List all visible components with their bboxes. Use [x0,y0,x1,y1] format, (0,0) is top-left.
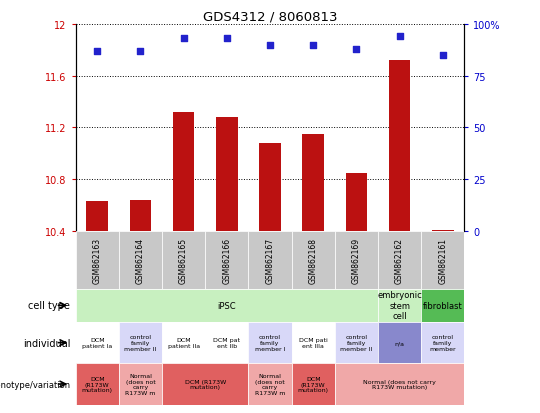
Bar [248,231,292,289]
Bar [259,144,281,231]
Text: DCM pat
ent IIb: DCM pat ent IIb [213,337,240,348]
Bar [216,118,238,231]
Text: GSM862165: GSM862165 [179,237,188,283]
Bar [421,322,464,363]
Bar [421,289,464,322]
Text: DCM
(R173W
mutation): DCM (R173W mutation) [298,376,329,392]
Bar [76,289,378,322]
Bar [378,231,421,289]
Text: DCM (R173W
mutation): DCM (R173W mutation) [185,379,226,389]
Text: GSM862162: GSM862162 [395,237,404,283]
Bar [335,322,378,363]
Text: genotype/variation: genotype/variation [0,380,70,389]
Bar [378,322,421,363]
Bar [119,231,162,289]
Bar [248,322,292,363]
Text: n/a: n/a [395,340,404,345]
Point [266,42,274,49]
Bar [130,200,151,231]
Text: DCM
patient IIa: DCM patient IIa [167,337,200,348]
Bar [335,231,378,289]
Text: GSM862164: GSM862164 [136,237,145,283]
Text: GSM862163: GSM862163 [93,237,102,283]
Text: GSM862161: GSM862161 [438,237,447,283]
Bar [302,135,324,231]
Bar [162,363,248,405]
Bar [421,231,464,289]
Point [438,52,447,59]
Bar [248,363,292,405]
Title: GDS4312 / 8060813: GDS4312 / 8060813 [202,11,338,24]
Bar [119,322,162,363]
Text: individual: individual [23,338,70,348]
Bar [119,363,162,405]
Text: control
family
member I: control family member I [255,335,285,351]
Text: control
family
member II: control family member II [124,335,157,351]
Bar [205,231,248,289]
Text: control
family
member II: control family member II [340,335,373,351]
Text: GSM862169: GSM862169 [352,237,361,283]
Text: Normal
(does not
carry
R173W m: Normal (does not carry R173W m [255,373,285,395]
Bar [162,322,205,363]
Text: iPSC: iPSC [218,301,236,310]
Text: Normal
(does not
carry
R173W m: Normal (does not carry R173W m [125,373,156,395]
Point [136,48,145,55]
Bar [292,363,335,405]
Bar [346,173,367,231]
Bar [292,231,335,289]
Bar [173,113,194,231]
Point [395,34,404,40]
Text: DCM
(R173W
mutation): DCM (R173W mutation) [82,376,113,392]
Text: cell type: cell type [28,301,70,311]
Text: DCM
patient Ia: DCM patient Ia [82,337,112,348]
Point [352,46,361,53]
Text: embryonic
stem
cell: embryonic stem cell [377,291,422,320]
Point [93,48,102,55]
Bar [292,322,335,363]
Bar [76,231,119,289]
Text: control
family
member: control family member [429,335,456,351]
Text: DCM pati
ent IIIa: DCM pati ent IIIa [299,337,328,348]
Bar [432,230,454,231]
Text: fibroblast: fibroblast [423,301,463,310]
Text: Normal (does not carry
R173W mutation): Normal (does not carry R173W mutation) [363,379,436,389]
Bar [378,289,421,322]
Point [309,42,318,49]
Bar [162,231,205,289]
Bar [389,61,410,231]
Point [179,36,188,43]
Point [222,36,231,43]
Bar [76,322,119,363]
Bar [205,322,248,363]
Bar [335,363,464,405]
Text: GSM862168: GSM862168 [309,237,318,283]
Bar [86,202,108,231]
Text: GSM862167: GSM862167 [266,237,274,283]
Text: GSM862166: GSM862166 [222,237,231,283]
Bar [76,363,119,405]
